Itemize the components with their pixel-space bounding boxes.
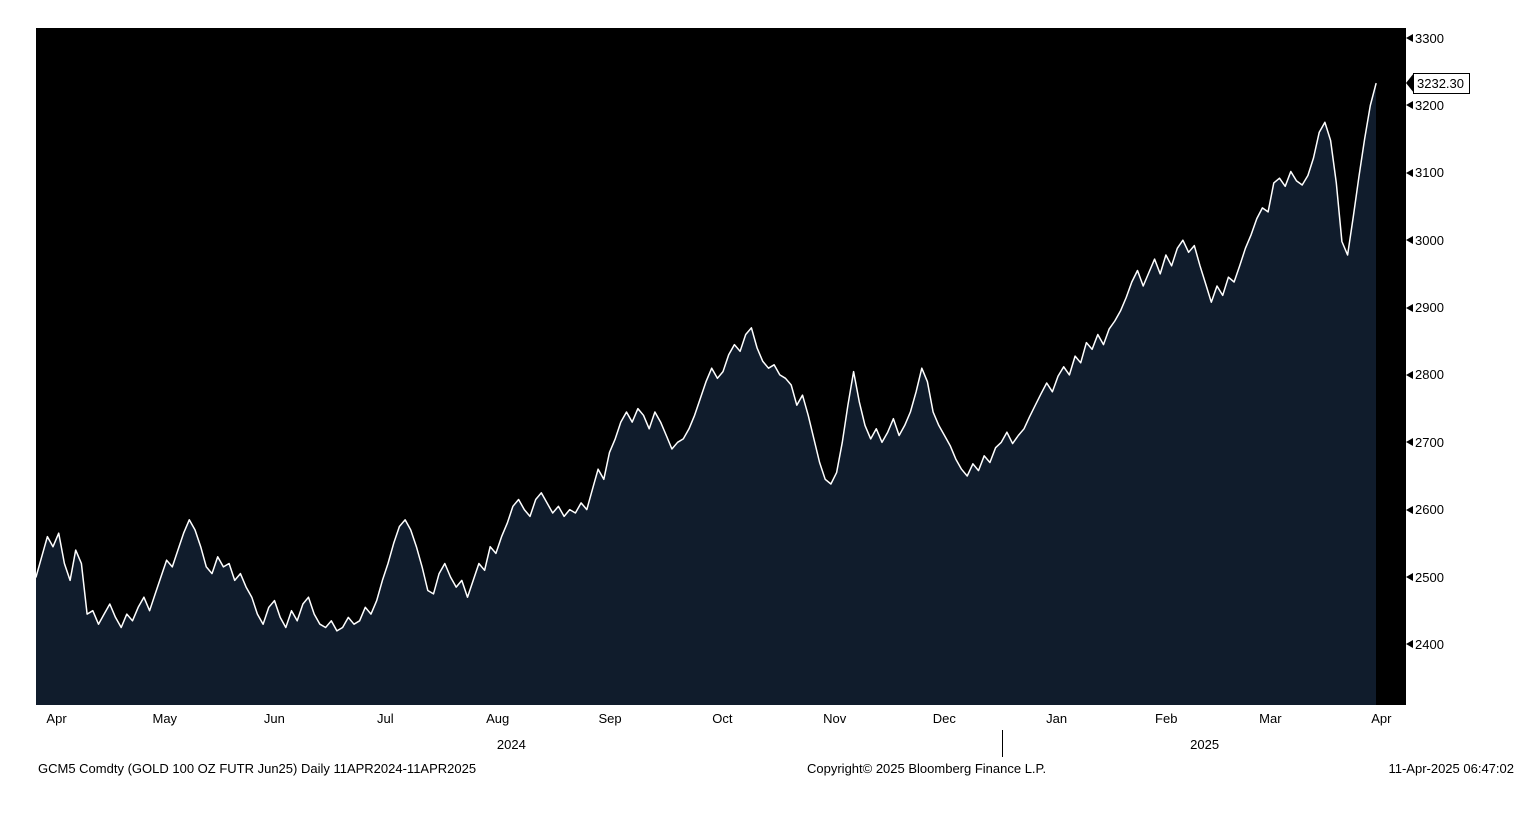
x-axis-year-label: 2025 — [1190, 737, 1220, 752]
x-tick-month-label: May — [152, 711, 178, 726]
y-tick-arrow-icon — [1406, 505, 1413, 514]
y-tick-arrow-icon — [1406, 438, 1413, 447]
y-tick-value: 2500 — [1415, 569, 1444, 585]
y-tick-value: 3300 — [1415, 30, 1444, 46]
security-description: GCM5 Comdty (GOLD 100 OZ FUTR Jun25) Dai… — [38, 761, 477, 776]
y-tick-label: 2800 — [1406, 367, 1444, 383]
y-tick-arrow-icon — [1406, 640, 1413, 649]
x-tick-month-label: Sep — [598, 711, 622, 726]
y-tick-arrow-icon — [1406, 34, 1413, 43]
footer-bar: GCM5 Comdty (GOLD 100 OZ FUTR Jun25) Dai… — [0, 761, 1522, 778]
x-tick-month-label: Dec — [932, 711, 956, 726]
year-divider — [1001, 730, 1003, 757]
x-tick-month-label: Aug — [486, 711, 510, 726]
last-price-value: 3232.30 — [1413, 72, 1470, 94]
y-tick-arrow-icon — [1406, 303, 1413, 312]
y-tick-label: 2500 — [1406, 569, 1444, 585]
y-tick-arrow-icon — [1406, 101, 1413, 110]
y-tick-value: 2600 — [1415, 502, 1444, 518]
y-tick-value: 2900 — [1415, 300, 1444, 316]
y-tick-label: 3300 — [1406, 30, 1444, 46]
y-tick-arrow-icon — [1406, 370, 1413, 379]
copyright-text: Copyright© 2025 Bloomberg Finance L.P. — [807, 761, 1047, 776]
area-fill — [36, 83, 1376, 705]
price-area-chart — [36, 82, 1377, 705]
y-tick-value: 2700 — [1415, 434, 1444, 450]
x-tick-month-label: Jul — [377, 711, 394, 726]
timestamp: 11-Apr-2025 06:47:02 — [1388, 761, 1514, 776]
y-tick-label: 3200 — [1406, 97, 1444, 113]
x-tick-month-label: Apr — [1371, 711, 1392, 726]
x-tick-month-label: Mar — [1259, 711, 1282, 726]
y-tick-value: 3000 — [1415, 232, 1444, 248]
x-tick-month-label: Jun — [263, 711, 285, 726]
y-tick-label: 3000 — [1406, 232, 1444, 248]
last-price-arrow-icon — [1406, 73, 1414, 94]
price-line — [36, 82, 1377, 632]
y-tick-label: 2900 — [1406, 300, 1444, 316]
x-tick-month-label: Feb — [1155, 711, 1178, 726]
y-tick-value: 3200 — [1415, 97, 1444, 113]
y-tick-label: 3100 — [1406, 165, 1444, 181]
y-tick-value: 3100 — [1415, 165, 1444, 181]
y-tick-value: 2400 — [1415, 636, 1444, 652]
x-tick-month-label: Jan — [1046, 711, 1068, 726]
y-tick-value: 2800 — [1415, 367, 1444, 383]
last-price-tag: 3232.30 — [1406, 72, 1470, 94]
y-tick-arrow-icon — [1406, 168, 1413, 177]
y-tick-label: 2700 — [1406, 434, 1444, 450]
y-tick-arrow-icon — [1406, 236, 1413, 245]
y-tick-label: 2600 — [1406, 502, 1444, 518]
x-tick-month-label: Nov — [823, 711, 847, 726]
x-tick-month-label: Apr — [46, 711, 67, 726]
x-axis-year-label: 2024 — [496, 737, 526, 752]
x-tick-month-label: Oct — [712, 711, 733, 726]
y-tick-arrow-icon — [1406, 573, 1413, 581]
y-tick-label: 2400 — [1406, 636, 1444, 652]
chart-plot-area — [36, 28, 1406, 705]
